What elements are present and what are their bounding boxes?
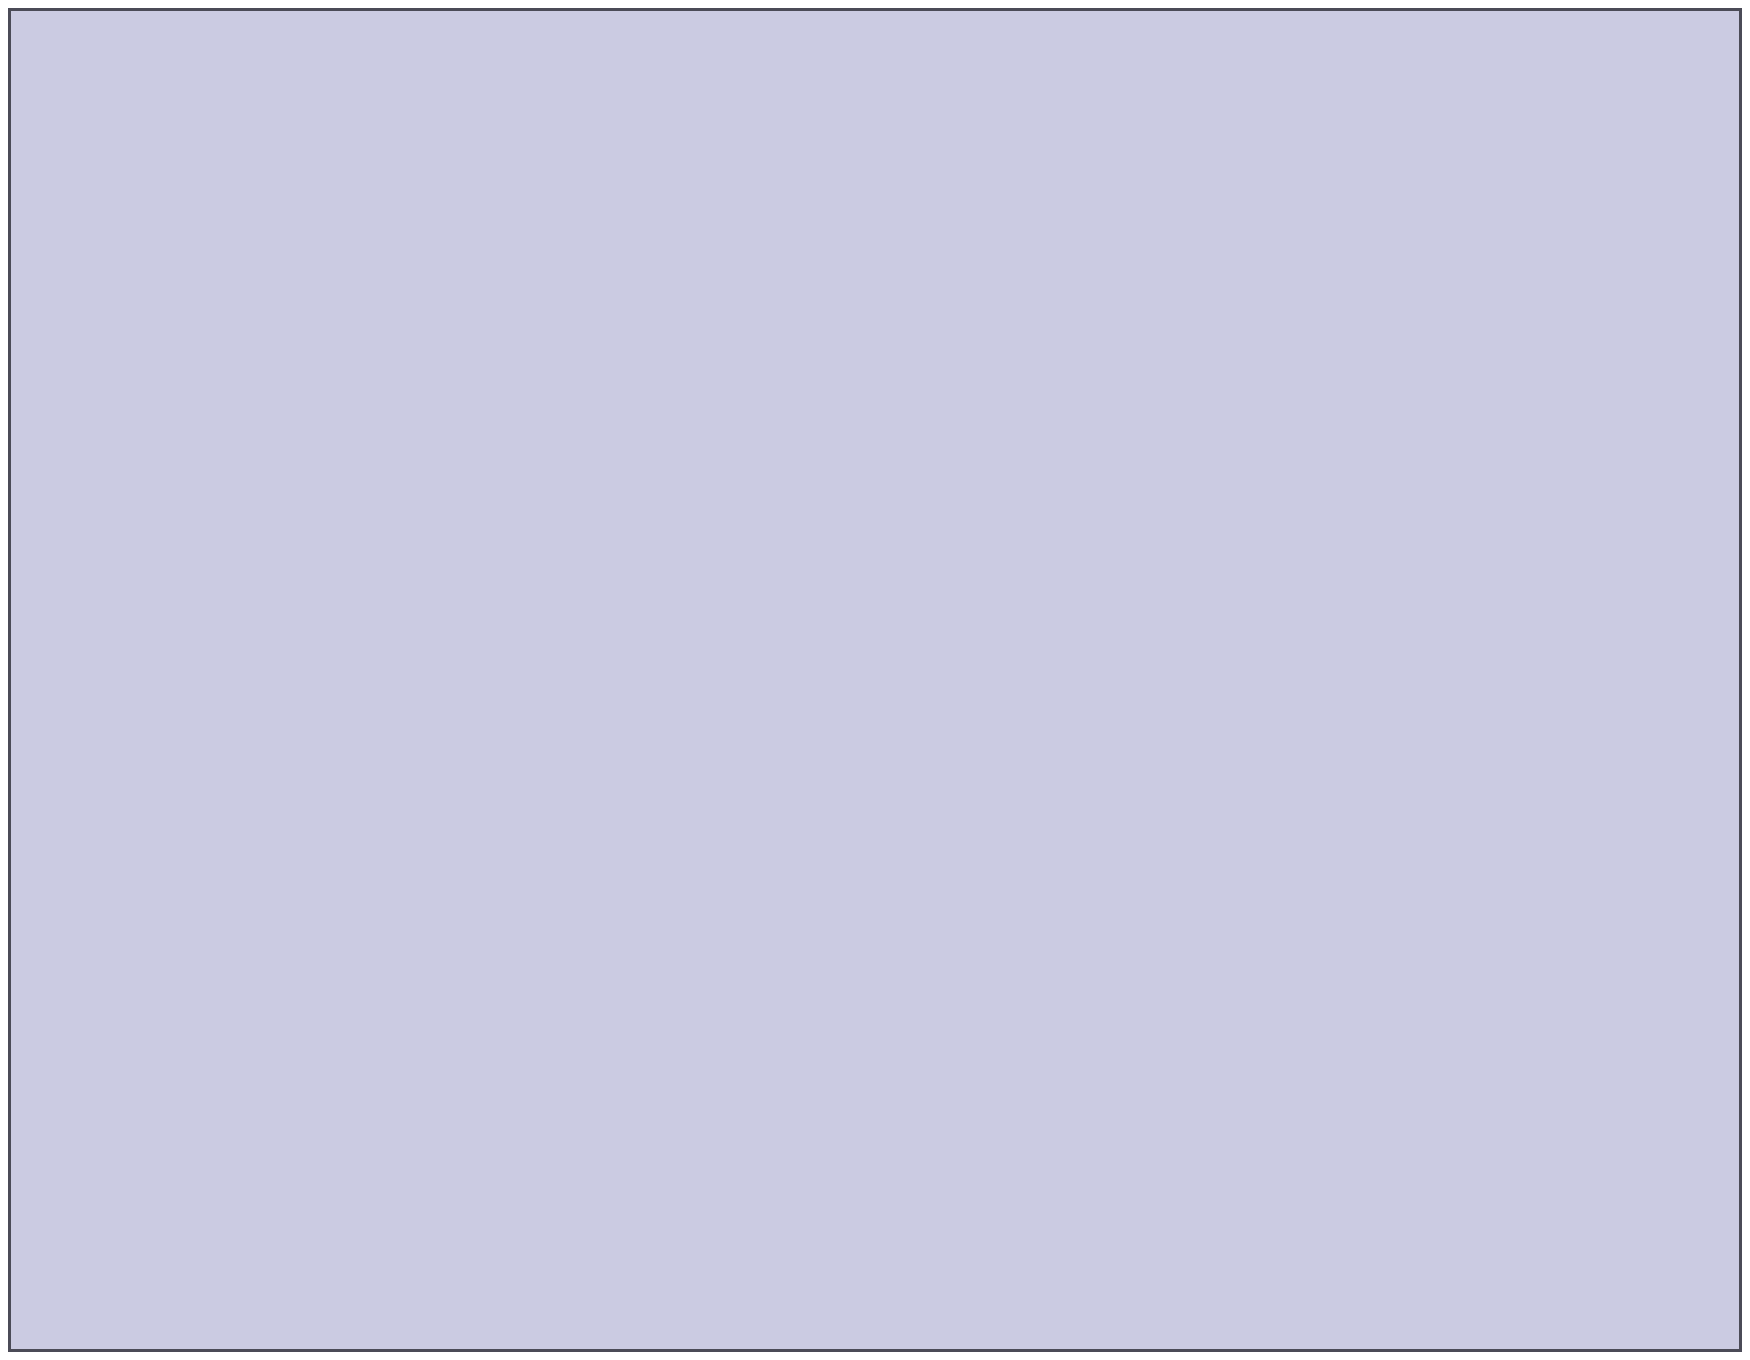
- figure-frame: [8, 8, 1742, 1352]
- enrichment-network-canvas: [11, 11, 1739, 1349]
